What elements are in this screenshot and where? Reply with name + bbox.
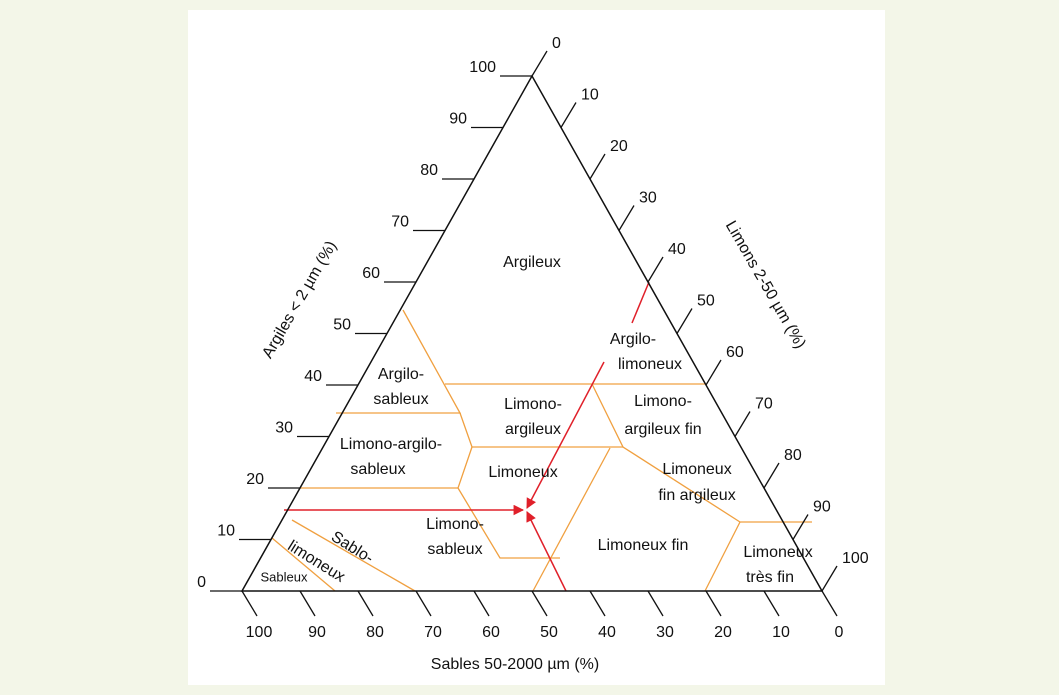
region-label: Limoneux bbox=[662, 461, 731, 478]
silt-tick bbox=[676, 308, 693, 334]
region-label: Limoneux bbox=[743, 544, 812, 561]
region-label: Argileux bbox=[503, 254, 561, 271]
region-label: fin argileux bbox=[658, 487, 735, 504]
region-label: très fin bbox=[746, 569, 794, 586]
silt-tick-label: 80 bbox=[784, 447, 802, 464]
silt-tick bbox=[734, 411, 751, 437]
sand-tick bbox=[241, 590, 258, 617]
clay-tick-label: 20 bbox=[246, 471, 264, 488]
sand-tick-label: 40 bbox=[598, 624, 616, 641]
sand-tick bbox=[473, 590, 490, 617]
silt-tick-label: 60 bbox=[726, 344, 744, 361]
region-label: sableux bbox=[427, 541, 482, 558]
region-label: Limono- bbox=[426, 516, 484, 533]
sand-tick bbox=[357, 590, 374, 617]
clay-tick-label: 50 bbox=[333, 317, 351, 334]
sand-tick-label: 90 bbox=[308, 624, 326, 641]
silt-tick-label: 50 bbox=[697, 293, 715, 310]
clay-tick-label: 80 bbox=[420, 162, 438, 179]
region-label: sableux bbox=[350, 461, 405, 478]
red-path bbox=[284, 281, 650, 592]
clay-tick-label: 0 bbox=[197, 574, 206, 591]
silt-tick bbox=[618, 205, 635, 231]
silt-tick-label: 90 bbox=[813, 499, 831, 516]
region-label: limoneux bbox=[618, 356, 682, 373]
region-label: Limoneux fin bbox=[598, 537, 689, 554]
clay-tick-label: 100 bbox=[469, 59, 496, 76]
silt-tick bbox=[821, 565, 838, 592]
sand-tick bbox=[821, 590, 838, 617]
silt-tick bbox=[589, 153, 606, 180]
region-label: Limono-argilo- bbox=[340, 436, 442, 453]
region-label: Argilo- bbox=[378, 366, 424, 383]
sand-tick-label: 20 bbox=[714, 624, 732, 641]
silt-tick-label: 20 bbox=[610, 138, 628, 155]
region-label: argileux bbox=[505, 421, 561, 438]
clay-tick-label: 40 bbox=[304, 368, 322, 385]
clay-tick-label: 90 bbox=[449, 111, 467, 128]
region-label: Argilo- bbox=[610, 331, 656, 348]
silt-tick bbox=[531, 50, 548, 77]
panel bbox=[188, 10, 885, 685]
sand-tick bbox=[763, 590, 780, 617]
silt-tick-label: 30 bbox=[639, 190, 657, 207]
region-label: Limono- bbox=[504, 396, 562, 413]
silt-tick bbox=[560, 102, 577, 128]
silt-tick-label: 100 bbox=[842, 550, 869, 567]
silt-tick bbox=[763, 462, 780, 489]
sand-tick-label: 60 bbox=[482, 624, 500, 641]
region-label: Sableux bbox=[261, 569, 308, 584]
silt-tick-label: 10 bbox=[581, 87, 599, 104]
clay-tick-label: 70 bbox=[391, 214, 409, 231]
sand-tick-label: 50 bbox=[540, 624, 558, 641]
sand-tick bbox=[589, 590, 606, 617]
region-label: Limoneux bbox=[488, 464, 557, 481]
sand-tick bbox=[705, 590, 722, 617]
sand-tick-label: 100 bbox=[246, 624, 273, 641]
sand-tick-label: 80 bbox=[366, 624, 384, 641]
silt-tick-label: 40 bbox=[668, 241, 686, 258]
silt-tick-label: 70 bbox=[755, 396, 773, 413]
sand-tick bbox=[647, 590, 664, 617]
sand-tick bbox=[531, 590, 548, 617]
boundaries bbox=[271, 309, 812, 592]
silt-tick-label: 0 bbox=[552, 35, 561, 52]
sand-tick-label: 0 bbox=[835, 624, 844, 641]
region-label: sableux bbox=[373, 391, 428, 408]
region-label: argileux fin bbox=[624, 421, 701, 438]
sand-tick bbox=[415, 590, 432, 617]
silt-tick bbox=[792, 514, 809, 540]
sand-title: Sables 50-2000 µm (%) bbox=[431, 656, 599, 673]
sand-tick-label: 30 bbox=[656, 624, 674, 641]
sand-tick-label: 10 bbox=[772, 624, 790, 641]
clay-tick-label: 60 bbox=[362, 265, 380, 282]
sand-tick-label: 70 bbox=[424, 624, 442, 641]
silt-tick bbox=[705, 359, 722, 386]
silt-tick bbox=[647, 256, 664, 283]
sand-tick bbox=[299, 590, 316, 617]
region-label: Limono- bbox=[634, 393, 692, 410]
clay-tick-label: 30 bbox=[275, 420, 293, 437]
clay-tick-label: 10 bbox=[217, 523, 235, 540]
